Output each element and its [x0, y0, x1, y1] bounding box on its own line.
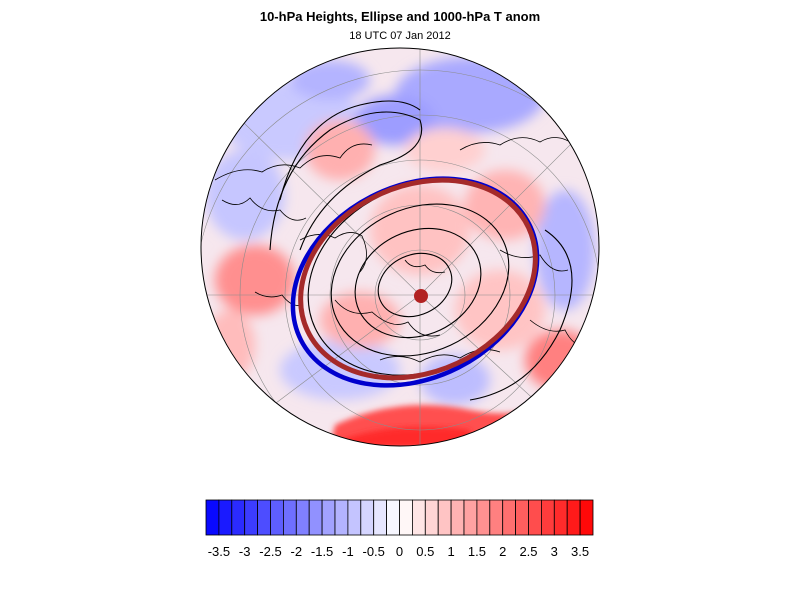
page-subtitle: 18 UTC 07 Jan 2012 — [349, 30, 451, 42]
colorbar-box — [386, 499, 400, 536]
colorbar-box — [334, 499, 349, 536]
colorbar-tick-label: -2 — [291, 544, 303, 559]
colorbar-box — [399, 499, 413, 536]
colorbar-box — [579, 499, 594, 536]
colorbar-tick-label: -0.5 — [362, 544, 384, 559]
colorbar-box — [541, 499, 555, 536]
colorbar-box — [244, 499, 258, 536]
colorbar-tick-label: -3 — [239, 544, 251, 559]
colorbar-box — [553, 499, 568, 536]
colorbar-tick-label: 1.5 — [468, 544, 486, 559]
colorbar-box — [566, 499, 581, 536]
colorbar-box — [528, 499, 542, 536]
coastlines — [214, 137, 591, 363]
colorbar-box — [308, 499, 323, 536]
colorbar-box — [321, 499, 336, 536]
colorbar-tick-label: 0 — [396, 544, 403, 559]
colorbar-box — [295, 499, 310, 536]
colorbar-box — [476, 499, 491, 536]
colorbar-tick-label: -3.5 — [208, 544, 230, 559]
colorbar-box — [282, 499, 297, 536]
colorbar-tick-label: 1 — [447, 544, 454, 559]
colorbar-box — [437, 499, 452, 536]
colorbar-box — [502, 499, 517, 536]
ellipse-center-marker — [414, 289, 428, 303]
colorbar-tick-label: 2 — [499, 544, 506, 559]
colorbar-tick-label: -2.5 — [259, 544, 281, 559]
colorbar-tick-label: -1 — [342, 544, 354, 559]
colorbar-box — [270, 499, 284, 536]
map-boundary — [200, 47, 600, 447]
colorbar-box — [489, 499, 504, 536]
colorbar-box — [411, 499, 426, 536]
colorbar-boxes — [205, 499, 594, 536]
colorbar-box — [463, 499, 478, 536]
colorbar-ticks: -3.5 -3 -2.5 -2 -1.5 -1 -0.5 0 0.5 1 1.5 2 2.5 3 3.5 — [208, 544, 589, 559]
colorbar-box — [424, 499, 439, 536]
colorbar-box — [231, 499, 246, 536]
colorbar-box — [373, 499, 388, 536]
colorbar-box — [347, 499, 362, 536]
colorbar-tick-label: 3.5 — [571, 544, 589, 559]
colorbar-box — [515, 499, 529, 536]
colorbar-box — [257, 499, 271, 536]
colorbar-box — [205, 499, 220, 536]
colorbar-box — [218, 499, 233, 536]
temperature-anomaly-field — [201, 48, 599, 446]
colorbar-tick-label: 3 — [551, 544, 558, 559]
fitted-ellipse — [298, 177, 538, 381]
colorbar-tick-label: -1.5 — [311, 544, 333, 559]
colorbar-tick-label: 0.5 — [416, 544, 434, 559]
page-title: 10-hPa Heights, Ellipse and 1000-hPa T a… — [259, 9, 541, 24]
colorbar-tick-label: 2.5 — [519, 544, 537, 559]
colorbar-box — [360, 499, 375, 536]
colorbar-box — [450, 499, 465, 536]
